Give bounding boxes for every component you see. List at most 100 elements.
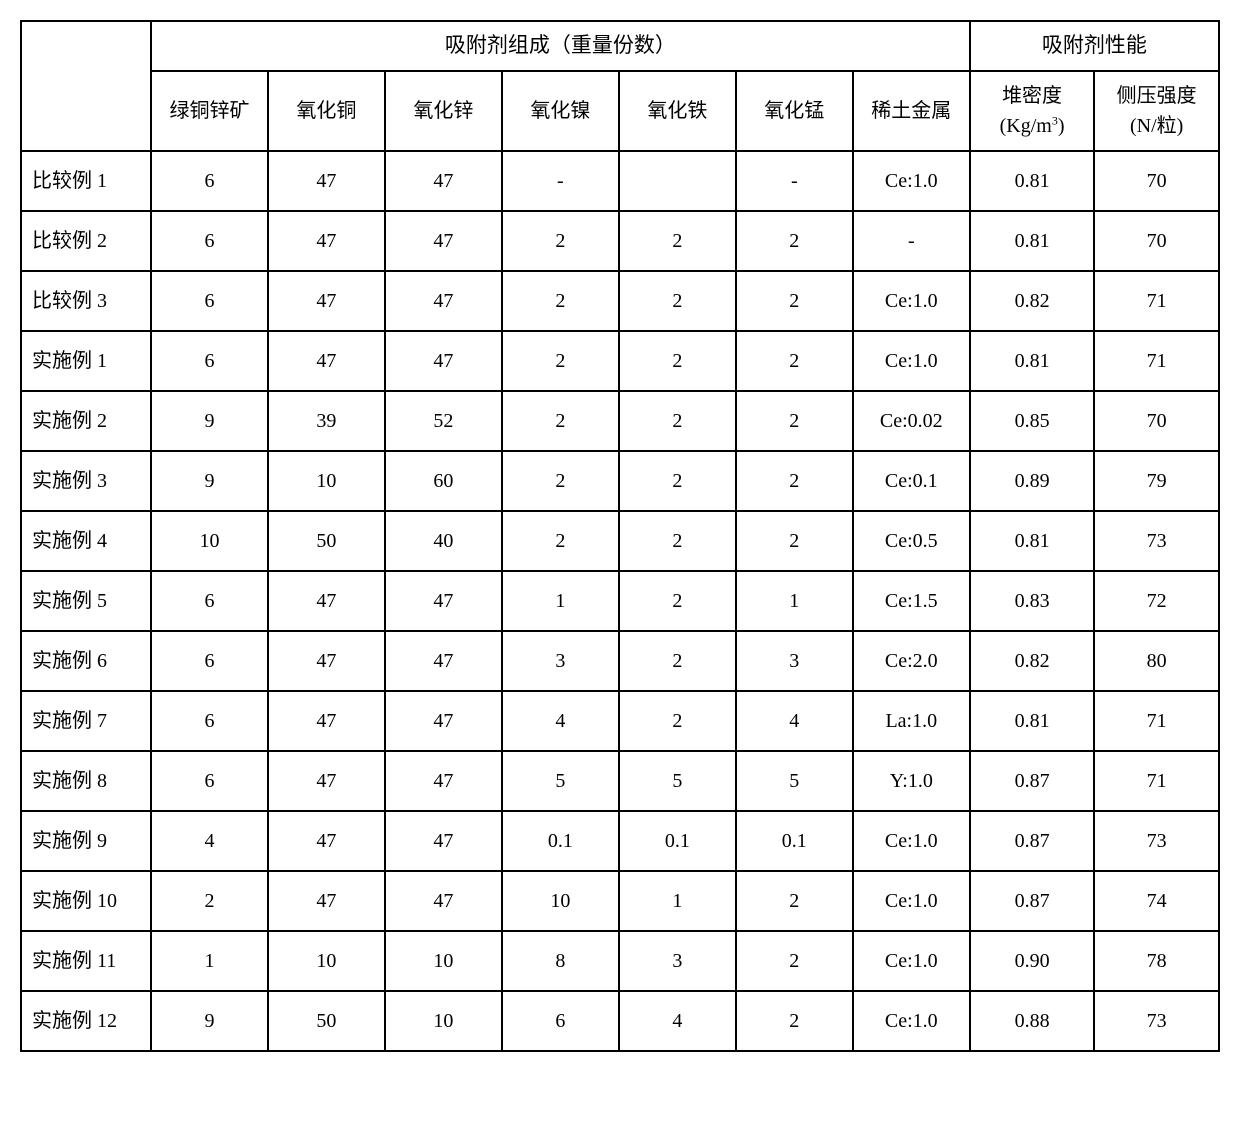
row-label: 实施例 10	[21, 871, 151, 931]
cell: 10	[151, 511, 268, 571]
row-label: 实施例 9	[21, 811, 151, 871]
cell: 4	[502, 691, 619, 751]
row-label: 实施例 7	[21, 691, 151, 751]
cell: 47	[268, 631, 385, 691]
cell: 2	[619, 691, 736, 751]
cell: 70	[1094, 151, 1219, 211]
cell: 47	[268, 211, 385, 271]
cell: 73	[1094, 511, 1219, 571]
cell: 2	[619, 331, 736, 391]
cell: 2	[736, 331, 853, 391]
table-row: 实施例 1295010642Ce:1.00.8873	[21, 991, 1219, 1051]
table-body: 比较例 164747--Ce:1.00.8170比较例 264747222-0.…	[21, 151, 1219, 1051]
cell: 47	[385, 571, 502, 631]
header-row-groups: 吸附剂组成（重量份数） 吸附剂性能	[21, 21, 1219, 71]
col-header-9: 侧压强度 (N/粒)	[1094, 71, 1219, 151]
row-label: 实施例 12	[21, 991, 151, 1051]
cell: 47	[268, 871, 385, 931]
table-row: 实施例 164747222Ce:1.00.8171	[21, 331, 1219, 391]
cell: 2	[502, 211, 619, 271]
cell: 2	[502, 271, 619, 331]
cell: Ce:0.02	[853, 391, 970, 451]
row-label: 比较例 1	[21, 151, 151, 211]
cell: 0.81	[970, 151, 1095, 211]
cell: Y:1.0	[853, 751, 970, 811]
cell: La:1.0	[853, 691, 970, 751]
table-row: 实施例 864747555Y:1.00.8771	[21, 751, 1219, 811]
cell: 1	[502, 571, 619, 631]
header-group-performance: 吸附剂性能	[970, 21, 1219, 71]
col-header-4: 氧化镍	[502, 71, 619, 151]
cell: 5	[619, 751, 736, 811]
cell: 2	[151, 871, 268, 931]
cell: 0.87	[970, 871, 1095, 931]
cell: Ce:1.0	[853, 271, 970, 331]
cell: 3	[619, 931, 736, 991]
cell: 47	[385, 811, 502, 871]
cell: 47	[385, 871, 502, 931]
cell: -	[853, 211, 970, 271]
cell: Ce:1.0	[853, 991, 970, 1051]
cell: 70	[1094, 211, 1219, 271]
cell: 50	[268, 991, 385, 1051]
row-label: 比较例 3	[21, 271, 151, 331]
cell: 2	[502, 511, 619, 571]
cell: 4	[151, 811, 268, 871]
cell: 70	[1094, 391, 1219, 451]
cell: 0.85	[970, 391, 1095, 451]
cell: Ce:0.1	[853, 451, 970, 511]
cell: 0.87	[970, 811, 1095, 871]
cell: 6	[502, 991, 619, 1051]
cell: 10	[502, 871, 619, 931]
cell: 2	[502, 391, 619, 451]
cell: 6	[151, 211, 268, 271]
cell: 2	[619, 571, 736, 631]
cell: 2	[736, 271, 853, 331]
cell: 2	[502, 451, 619, 511]
table-row: 实施例 664747323Ce:2.00.8280	[21, 631, 1219, 691]
cell: 71	[1094, 271, 1219, 331]
col-header-8: 堆密度 (Kg/m3)	[970, 71, 1095, 151]
cell: 78	[1094, 931, 1219, 991]
cell: 60	[385, 451, 502, 511]
col8-label: 堆密度	[1002, 85, 1062, 107]
cell: 0.82	[970, 631, 1095, 691]
row-label: 实施例 6	[21, 631, 151, 691]
cell: 47	[268, 691, 385, 751]
cell: 0.81	[970, 331, 1095, 391]
cell: 2	[736, 451, 853, 511]
cell: 0.1	[502, 811, 619, 871]
cell: Ce:1.0	[853, 931, 970, 991]
col8-unit-close: )	[1058, 115, 1065, 137]
cell: 0.81	[970, 691, 1095, 751]
table-row: 实施例 391060222Ce:0.10.8979	[21, 451, 1219, 511]
row-label: 实施例 8	[21, 751, 151, 811]
col-header-7: 稀土金属	[853, 71, 970, 151]
col-header-1: 绿铜锌矿	[151, 71, 268, 151]
cell: 73	[1094, 991, 1219, 1051]
cell: 10	[268, 451, 385, 511]
cell: 47	[268, 331, 385, 391]
cell: 2	[619, 511, 736, 571]
cell: 0.1	[619, 811, 736, 871]
cell: 2	[736, 391, 853, 451]
col-header-3: 氧化锌	[385, 71, 502, 151]
cell: 73	[1094, 811, 1219, 871]
cell: Ce:1.0	[853, 871, 970, 931]
cell: 0.90	[970, 931, 1095, 991]
cell: Ce:2.0	[853, 631, 970, 691]
table-row: 实施例 1111010832Ce:1.00.9078	[21, 931, 1219, 991]
cell: 9	[151, 451, 268, 511]
cell: Ce:1.0	[853, 811, 970, 871]
cell: 47	[385, 151, 502, 211]
cell: 5	[736, 751, 853, 811]
table-row: 实施例 4105040222Ce:0.50.8173	[21, 511, 1219, 571]
header-group-composition: 吸附剂组成（重量份数）	[151, 21, 970, 71]
cell: 2	[736, 211, 853, 271]
cell: 2	[736, 991, 853, 1051]
row-label: 比较例 2	[21, 211, 151, 271]
cell: 71	[1094, 751, 1219, 811]
table-row: 实施例 564747121Ce:1.50.8372	[21, 571, 1219, 631]
cell: 0.1	[736, 811, 853, 871]
table-header: 吸附剂组成（重量份数） 吸附剂性能 绿铜锌矿 氧化铜 氧化锌 氧化镍 氧化铁 氧…	[21, 21, 1219, 151]
